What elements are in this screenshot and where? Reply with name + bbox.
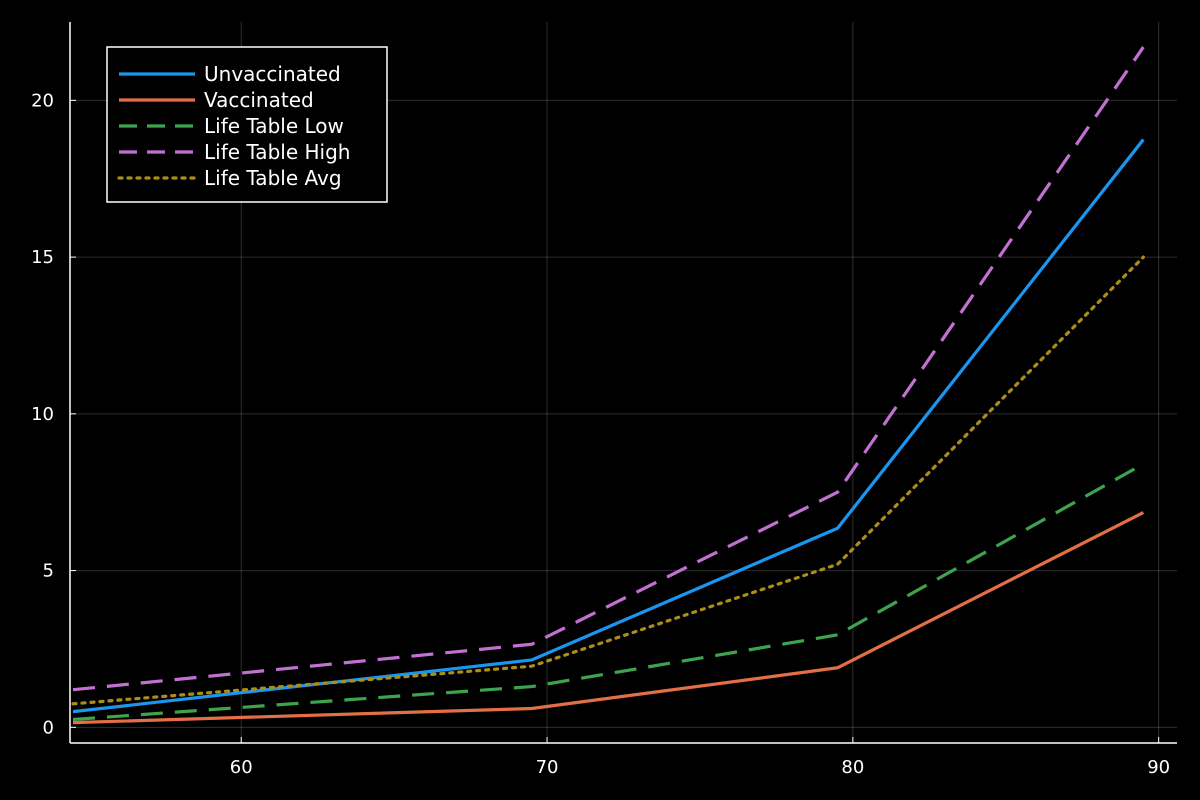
legend-label: Life Table Avg [204,166,342,190]
y-tick-label: 0 [43,717,54,738]
y-tick-label: 20 [31,90,54,111]
plot-lines [71,46,1145,725]
grid-lines [70,22,1177,743]
x-tick-label: 70 [536,757,559,778]
series-line-vaccinated [73,511,1145,725]
y-tick-label: 15 [31,247,54,268]
legend-label: Unvaccinated [204,62,341,86]
legend-label: Life Table High [204,140,350,164]
x-tick-label: 60 [230,757,253,778]
x-tick-label: 90 [1147,757,1170,778]
axes: 60 70 80 90 0 5 10 15 20 [31,22,1177,778]
series-line-life-table-low [72,462,1145,722]
y-tick-label: 10 [31,404,54,425]
y-tick-label: 5 [43,561,54,582]
legend-label: Vaccinated [204,88,314,112]
series-line-life-table-avg [71,255,1145,706]
x-tick-label: 80 [841,757,864,778]
legend-label: Life Table Low [204,114,344,138]
series-line-life-table-high [72,46,1145,692]
series-line-unvaccinated [72,138,1145,714]
